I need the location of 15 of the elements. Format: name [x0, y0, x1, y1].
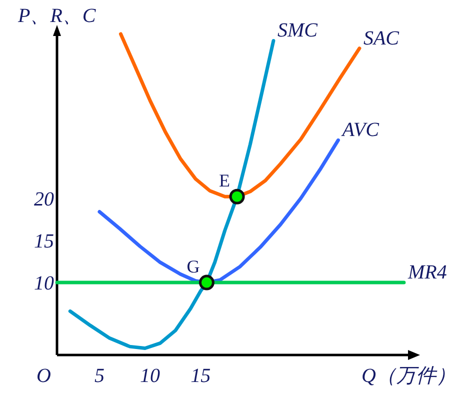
y-axis-title: P、R、C — [17, 5, 96, 27]
y-tick-label: 15 — [34, 230, 54, 252]
y-tick-label: 10 — [34, 272, 54, 295]
series-label: SMC — [277, 20, 318, 42]
series-label: AVC — [340, 119, 380, 142]
annotation: G — [186, 256, 200, 277]
annotation: E — [219, 170, 230, 191]
x-tick-label: 10 — [140, 365, 160, 387]
y-tick-label: 20 — [34, 188, 54, 210]
series-label: SAC — [363, 27, 400, 50]
text: O — [36, 365, 51, 387]
series-label: MR4 — [406, 262, 447, 284]
x-tick-label: 5 — [94, 365, 104, 387]
x-tick-label: 15 — [190, 365, 211, 387]
x-axis-title: Q（万件） — [362, 365, 456, 387]
